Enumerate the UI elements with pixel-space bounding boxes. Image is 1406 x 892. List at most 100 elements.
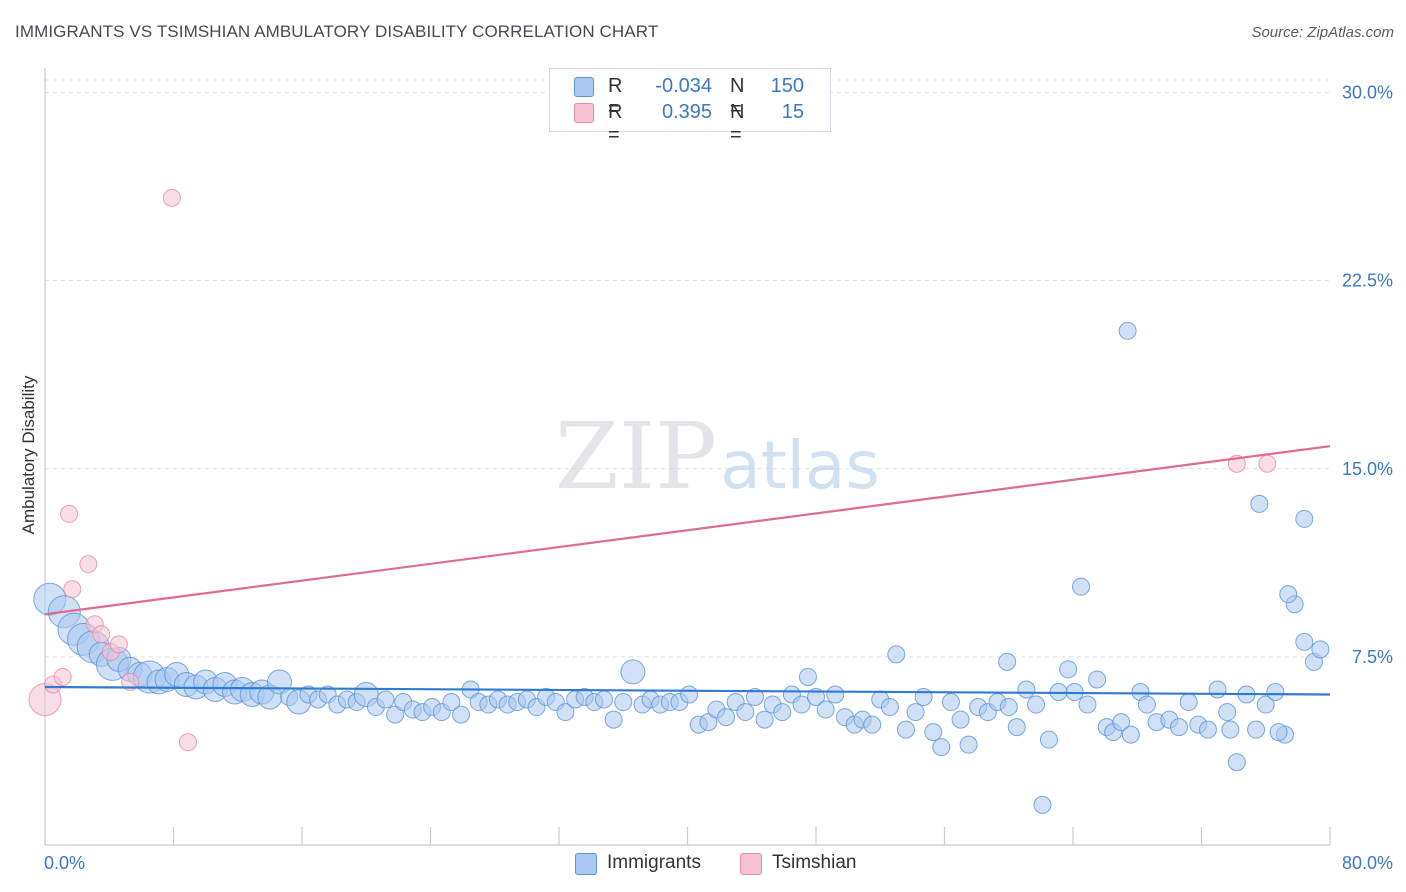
immigrants-point	[1059, 660, 1078, 679]
legend-label-immigrants: Immigrants	[607, 852, 701, 873]
tsimshian-point	[79, 555, 98, 574]
immigrants-point	[1121, 725, 1140, 744]
immigrants-point	[594, 690, 613, 709]
immigrants-point	[1033, 795, 1052, 814]
immigrants-point	[998, 652, 1017, 671]
immigrants-point	[807, 688, 825, 707]
immigrants-point	[1311, 640, 1330, 659]
immigrants-point	[614, 693, 633, 712]
watermark: ZIP atlas	[555, 403, 880, 510]
x-tick-label-max: 80.0%	[1342, 853, 1393, 873]
immigrants-point	[680, 685, 699, 704]
tsimshian-point	[178, 733, 197, 752]
y-tick-label: 30.0%	[1342, 83, 1393, 103]
source-credit: Source: ZipAtlas.com	[1251, 24, 1394, 41]
immigrants-point	[1266, 683, 1285, 701]
immigrants-point	[792, 695, 811, 714]
immigrants-point	[1039, 730, 1058, 749]
y-tick-label: 7.5%	[1352, 647, 1393, 667]
y-tick-label: 22.5%	[1342, 271, 1393, 291]
immigrants-point	[1256, 695, 1275, 714]
trendlines	[44, 445, 1331, 696]
immigrants-trendline	[44, 685, 1331, 696]
y-tick-label: 15.0%	[1342, 459, 1393, 479]
immigrants-point	[1017, 680, 1036, 699]
tsimshian-point	[109, 635, 128, 654]
tsimshian-point	[92, 625, 111, 644]
tsimshian-swatch	[574, 103, 594, 123]
immigrants-point	[1027, 695, 1046, 714]
tsimshian-point	[162, 188, 181, 207]
immigrants-point	[999, 698, 1018, 717]
immigrants-point	[880, 698, 899, 717]
immigrants-point	[1295, 632, 1314, 651]
immigrants-point	[1247, 720, 1266, 739]
immigrants-point	[1218, 703, 1237, 722]
immigrants-swatch	[575, 853, 597, 875]
r-label: R =	[608, 75, 623, 120]
tsimshian-point	[53, 667, 72, 686]
legend-label-tsimshian: Tsimshian	[772, 852, 857, 873]
n-label: N =	[730, 75, 745, 120]
n-label: N =	[730, 101, 745, 146]
immigrants-point	[736, 703, 755, 722]
immigrants-point	[1295, 509, 1314, 528]
immigrants-point	[1227, 753, 1246, 772]
immigrants-point	[896, 720, 915, 739]
immigrants-point	[1007, 718, 1026, 737]
immigrants-point	[1137, 695, 1156, 714]
immigrants-point	[1112, 713, 1131, 732]
immigrants-point	[773, 703, 792, 722]
n-value: 15	[781, 101, 804, 123]
r-label: R =	[608, 101, 623, 146]
immigrants-point	[906, 703, 925, 722]
immigrants-point	[941, 693, 960, 712]
immigrants-point	[887, 645, 906, 664]
y-axis-label: Ambulatory Disability	[19, 375, 38, 534]
immigrants-point	[1072, 577, 1091, 596]
immigrants-point	[442, 693, 461, 712]
watermark-atlas: atlas	[720, 427, 880, 504]
tsimshian-point	[60, 504, 79, 523]
immigrants-point	[1250, 494, 1269, 513]
immigrants-point	[1088, 670, 1107, 689]
data-points	[28, 188, 1330, 814]
immigrants-point	[826, 685, 845, 704]
immigrants-point	[863, 715, 882, 734]
tsimshian-point	[63, 580, 82, 599]
immigrants-point	[924, 723, 943, 742]
correlation-legend: R = -0.034 N = 150 R = 0.395 N = 15	[549, 68, 831, 146]
tsimshian-point	[121, 672, 140, 691]
immigrants-point	[452, 705, 471, 724]
immigrants-point	[1179, 693, 1198, 712]
immigrants-point	[816, 700, 835, 719]
tick-labels: 7.5% 15.0% 22.5% 30.0% 0.0% 80.0%	[44, 83, 1393, 873]
immigrants-point	[1269, 723, 1288, 742]
grid-lines	[45, 79, 1330, 658]
chart-title: IMMIGRANTS VS TSIMSHIAN AMBULATORY DISAB…	[15, 22, 659, 41]
r-value: 0.395	[661, 101, 712, 123]
immigrants-point	[1198, 720, 1217, 739]
tsimshian-point	[1258, 454, 1277, 473]
immigrants-point	[798, 667, 817, 686]
immigrants-point	[1208, 680, 1227, 699]
n-value: 150	[770, 75, 804, 97]
immigrants-point	[620, 659, 646, 685]
immigrants-point	[745, 688, 764, 707]
x-tick-label-min: 0.0%	[44, 853, 85, 873]
immigrants-point	[755, 710, 774, 729]
immigrants-point	[556, 703, 575, 722]
r-value: -0.034	[655, 75, 712, 97]
immigrants-point	[1170, 718, 1189, 737]
immigrants-point	[932, 738, 951, 757]
tsimshian-swatch	[740, 853, 762, 875]
immigrants-point	[959, 735, 978, 754]
immigrants-point	[717, 708, 736, 727]
immigrants-point	[1118, 321, 1137, 340]
immigrants-point	[1221, 720, 1240, 739]
immigrants-point	[604, 710, 623, 729]
series-legend: Immigrants Tsimshian	[0, 851, 1406, 879]
watermark-zip: ZIP	[555, 403, 717, 510]
immigrants-point	[376, 690, 395, 709]
